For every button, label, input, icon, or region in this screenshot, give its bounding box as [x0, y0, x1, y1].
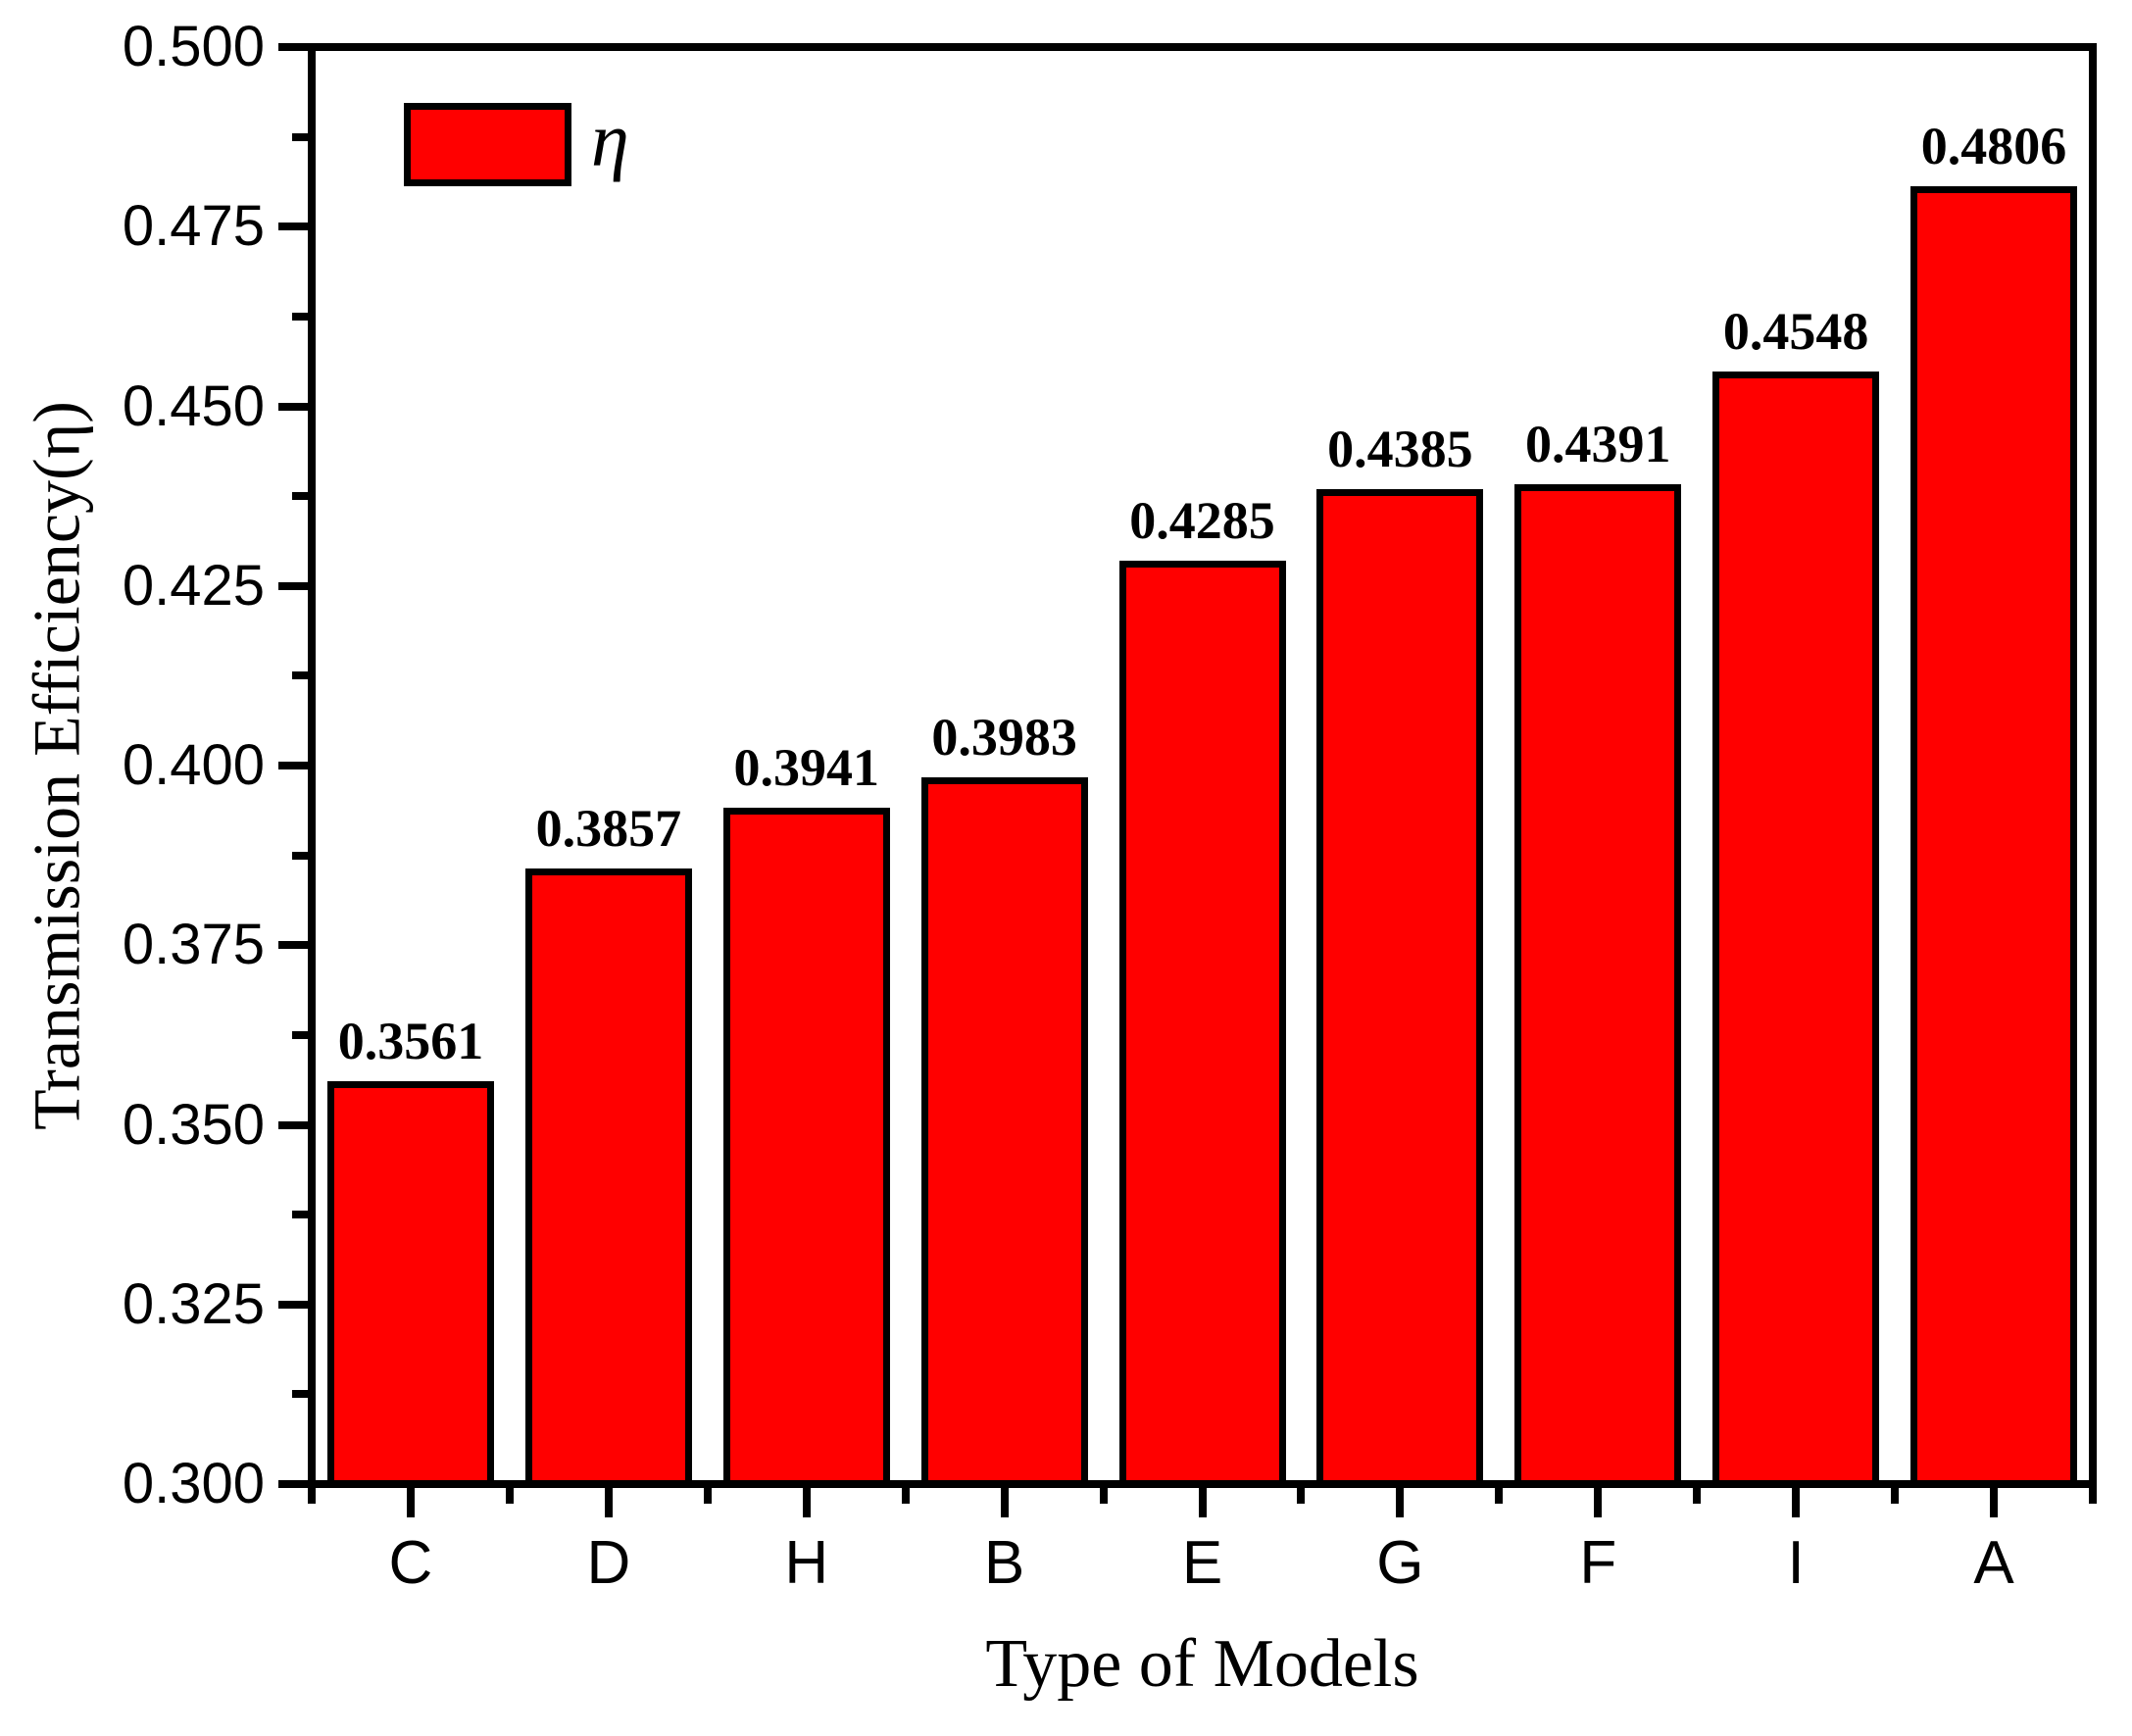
bar-value-label: 0.3983 [931, 708, 1077, 768]
x-minor-tick [1693, 1488, 1702, 1504]
x-major-tick [1396, 1488, 1405, 1517]
x-major-tick [1000, 1488, 1009, 1517]
x-major-tick [802, 1488, 811, 1517]
x-major-tick [406, 1488, 415, 1517]
bar [1118, 561, 1286, 1486]
bar [1514, 484, 1682, 1486]
x-major-tick [1198, 1488, 1207, 1517]
x-category-label: I [1787, 1529, 1805, 1597]
y-tick-label: 0.375 [122, 913, 265, 977]
bar [524, 868, 692, 1486]
y-major-tick [278, 402, 308, 411]
y-minor-tick [292, 1030, 308, 1039]
bar-value-label: 0.4285 [1129, 491, 1275, 551]
y-minor-tick [292, 492, 308, 501]
bar-value-label: 0.4548 [1722, 302, 1869, 362]
bar [1316, 488, 1484, 1486]
bar [920, 777, 1088, 1486]
y-minor-tick [292, 671, 308, 680]
y-major-tick [278, 1300, 308, 1309]
x-minor-tick [1297, 1488, 1306, 1504]
x-minor-tick [703, 1488, 712, 1504]
x-major-tick [1990, 1488, 1999, 1517]
y-tick-label: 0.300 [122, 1452, 265, 1515]
x-minor-tick [1495, 1488, 1504, 1504]
x-category-label: A [1973, 1529, 2014, 1597]
y-minor-tick [292, 851, 308, 860]
x-category-label: D [586, 1529, 631, 1597]
y-tick-label: 0.400 [122, 733, 265, 797]
bar-value-label: 0.3561 [337, 1011, 484, 1070]
bar-value-label: 0.3857 [535, 798, 682, 858]
bar [722, 808, 890, 1486]
bar-value-label: 0.4385 [1327, 419, 1473, 478]
bar [1712, 372, 1880, 1486]
bar-value-label: 0.4391 [1525, 415, 1671, 474]
x-minor-tick [901, 1488, 910, 1504]
legend-label: η [591, 97, 629, 182]
x-minor-tick [308, 1488, 316, 1504]
legend-swatch [404, 103, 571, 186]
y-major-tick [278, 941, 308, 950]
y-tick-label: 0.350 [122, 1092, 265, 1157]
y-major-tick [278, 1480, 308, 1488]
x-category-label: C [388, 1529, 433, 1597]
bar-value-label: 0.4806 [1920, 117, 2067, 176]
x-minor-tick [1099, 1488, 1108, 1504]
bar [326, 1080, 494, 1486]
y-tick-label: 0.425 [122, 553, 265, 618]
x-minor-tick [2089, 1488, 2097, 1504]
y-major-tick [278, 1120, 308, 1129]
x-major-tick [604, 1488, 613, 1517]
x-category-label: G [1376, 1529, 1424, 1597]
x-category-label: B [983, 1529, 1025, 1597]
y-minor-tick [292, 312, 308, 321]
y-major-tick [278, 223, 308, 231]
x-axis-title: Type of Models [985, 1626, 1419, 1702]
x-minor-tick [505, 1488, 514, 1504]
x-category-label: F [1579, 1529, 1617, 1597]
y-tick-label: 0.500 [122, 15, 265, 78]
y-tick-label: 0.450 [122, 373, 265, 438]
x-major-tick [1594, 1488, 1603, 1517]
x-minor-tick [1891, 1488, 1900, 1504]
y-major-tick [278, 762, 308, 769]
y-major-tick [278, 43, 308, 51]
y-major-tick [278, 581, 308, 590]
x-category-label: H [784, 1529, 829, 1597]
bar [1910, 186, 2078, 1486]
y-tick-label: 0.325 [122, 1271, 265, 1336]
y-minor-tick [292, 1390, 308, 1399]
y-tick-label: 0.475 [122, 194, 265, 259]
y-minor-tick [292, 1211, 308, 1219]
x-category-label: E [1181, 1529, 1223, 1597]
bar-value-label: 0.3941 [733, 738, 879, 798]
x-major-tick [1792, 1488, 1801, 1517]
y-minor-tick [292, 132, 308, 141]
